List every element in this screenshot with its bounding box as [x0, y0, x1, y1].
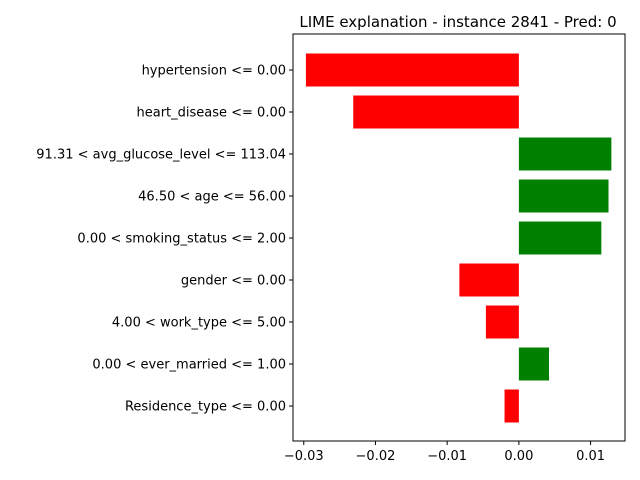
y-tick-label: 0.00 < smoking_status <= 2.00 [77, 232, 286, 247]
x-ticks: −0.03 −0.02 −0.01 0.00 0.01 [284, 441, 605, 464]
x-tick-label: 0.01 [576, 449, 605, 464]
bar [518, 179, 609, 213]
bar [518, 347, 549, 381]
bar [518, 137, 612, 171]
y-tick-label: hypertension <= 0.00 [142, 64, 286, 79]
x-tick-label: −0.03 [284, 449, 324, 464]
bar [305, 53, 519, 87]
y-tick-labels: hypertension <= 0.00 heart_disease <= 0.0… [36, 64, 293, 415]
bar [459, 263, 519, 297]
y-tick-label: Residence_type <= 0.00 [125, 400, 286, 415]
y-tick-label: 91.31 < avg_glucose_level <= 113.04 [36, 148, 286, 163]
bar [504, 389, 519, 423]
y-tick-label: 0.00 < ever_married <= 1.00 [92, 358, 286, 373]
y-tick-label: gender <= 0.00 [181, 274, 286, 289]
x-tick-label: −0.02 [356, 449, 396, 464]
y-tick-label: heart_disease <= 0.00 [136, 106, 286, 121]
x-tick-label: −0.01 [427, 449, 467, 464]
bar [485, 305, 519, 339]
bars-group [305, 53, 612, 423]
bar [518, 221, 602, 255]
chart-title: LIME explanation - instance 2841 - Pred:… [299, 13, 616, 31]
y-tick-label: 4.00 < work_type <= 5.00 [112, 316, 286, 331]
x-tick-label: 0.00 [504, 449, 533, 464]
plot-frame [292, 33, 626, 442]
bar [353, 95, 519, 129]
y-tick-label: 46.50 < age <= 56.00 [138, 190, 286, 205]
